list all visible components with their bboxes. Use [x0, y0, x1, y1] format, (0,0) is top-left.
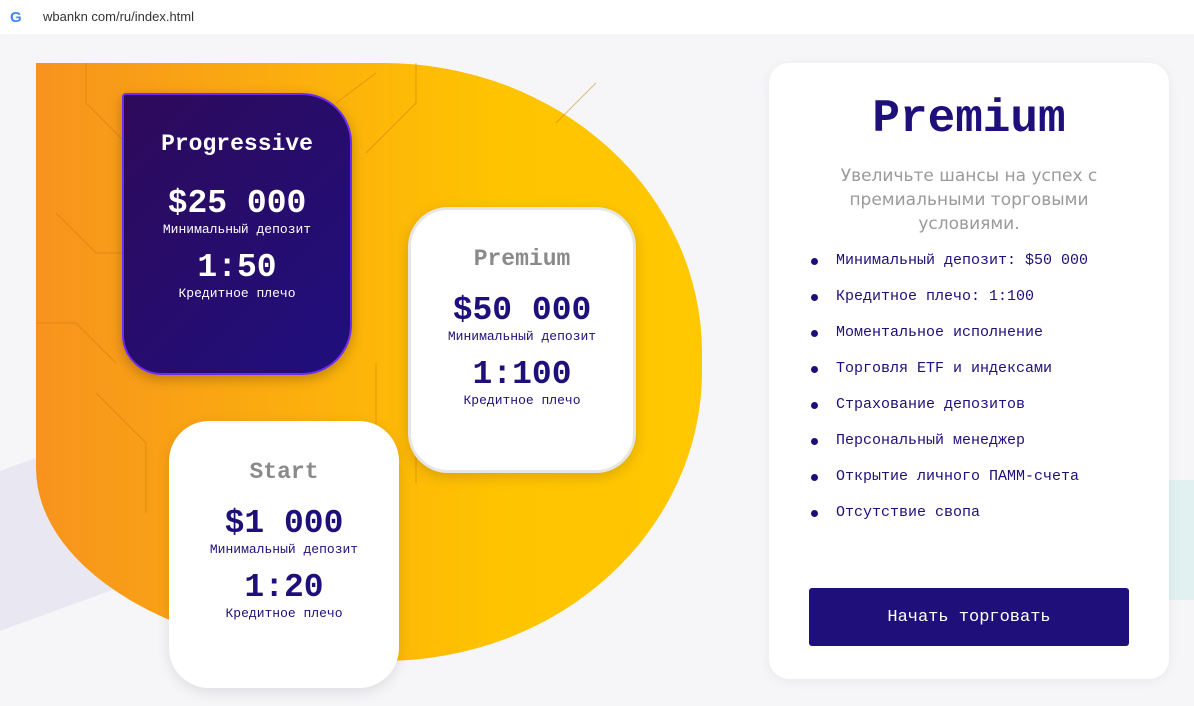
plan-leverage: 1:50 [197, 249, 277, 286]
plan-leverage-label: Кредитное плечо [463, 393, 581, 408]
feature-text: Отсутствие свопа [836, 504, 981, 521]
feature-item: Открытие личного ПАММ-счета [809, 468, 1088, 504]
plan-leverage: 1:100 [472, 356, 572, 393]
feature-text: Персональный менеджер [836, 432, 1026, 449]
bullet-icon [811, 294, 818, 301]
plan-deposit-label: Минимальный депозит [162, 222, 312, 237]
feature-text: Открытие личного ПАММ-счета [836, 468, 1080, 485]
plan-deposit: $25 000 [167, 185, 307, 222]
plan-deposit: $1 000 [224, 505, 344, 542]
bullet-icon [811, 402, 818, 409]
feature-text: Моментальное исполнение [836, 324, 1044, 341]
plan-card-start[interactable]: Start $1 000 Минимальный депозит 1:20 Кр… [169, 421, 399, 688]
plan-title: Premium [473, 246, 571, 272]
plan-deposit-label: Минимальный депозит [209, 542, 359, 557]
google-icon: G [10, 9, 22, 26]
plan-card-progressive[interactable]: Progressive $25 000 Минимальный депозит … [122, 93, 352, 375]
plan-deposit: $50 000 [452, 292, 592, 329]
bullet-icon [811, 438, 818, 445]
bullet-icon [811, 474, 818, 481]
bullet-icon [811, 510, 818, 517]
browser-address-bar[interactable]: G wbankn com/ru/index.html [0, 0, 1194, 34]
feature-text: Кредитное плечо: 1:100 [836, 288, 1035, 305]
feature-item: Минимальный депозит: $50 000 [809, 252, 1088, 288]
bullet-icon [811, 330, 818, 337]
plan-deposit-label: Минимальный депозит [447, 329, 597, 344]
feature-list: Минимальный депозит: $50 000 Кредитное п… [809, 252, 1088, 540]
bullet-icon [811, 366, 818, 373]
feature-item: Моментальное исполнение [809, 324, 1088, 360]
plan-leverage-label: Кредитное плечо [178, 286, 296, 301]
plan-leverage: 1:20 [244, 569, 324, 606]
plan-title: Progressive [161, 131, 313, 157]
url-text[interactable]: wbankn com/ru/index.html [43, 9, 195, 24]
feature-item: Отсутствие свопа [809, 504, 1088, 540]
feature-item: Кредитное плечо: 1:100 [809, 288, 1088, 324]
bullet-icon [811, 258, 818, 265]
premium-details-panel: Premium Увеличьте шансы на успех с преми… [769, 63, 1169, 679]
plan-leverage-label: Кредитное плечо [225, 606, 343, 621]
start-trading-button[interactable]: Начать торговать [809, 588, 1129, 646]
feature-text: Минимальный депозит: $50 000 [836, 252, 1089, 269]
feature-text: Торговля ETF и индексами [836, 360, 1053, 377]
feature-item: Персональный менеджер [809, 432, 1088, 468]
feature-item: Торговля ETF и индексами [809, 360, 1088, 396]
plan-title: Start [249, 459, 319, 485]
panel-title: Premium [872, 93, 1066, 145]
plan-card-premium[interactable]: Premium $50 000 Минимальный депозит 1:10… [408, 207, 636, 473]
feature-item: Страхование депозитов [809, 396, 1088, 432]
panel-subtitle: Увеличьте шансы на успех с премиальными … [840, 166, 1098, 234]
feature-text: Страхование депозитов [836, 396, 1026, 413]
